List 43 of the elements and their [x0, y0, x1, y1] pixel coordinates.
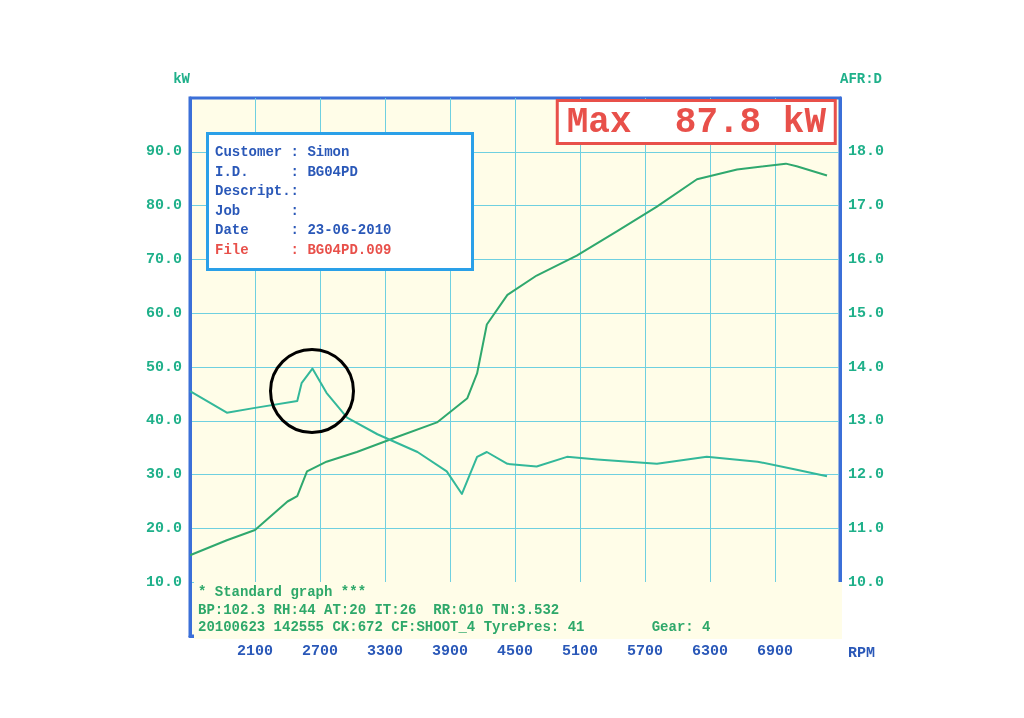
annotation: Descript.: [215, 182, 300, 201]
y-tick-label: 10.0 [145, 573, 182, 591]
annotation: I.D. : BG04PD [215, 162, 359, 182]
annotation: Date : 23-06-2010 [215, 221, 393, 240]
x-tick-label: 2100 [236, 643, 274, 660]
y-tick-label: 30.0 [145, 466, 182, 484]
x-tick-label: 3300 [366, 643, 404, 660]
y2-tick-label: 11.0 [848, 519, 885, 537]
y2-tick-label: 10.0 [848, 573, 885, 591]
y2-axis-title: AFR:D [840, 71, 883, 87]
y-axis-title: kW [173, 71, 191, 87]
y-tick-label: 60.0 [145, 304, 182, 322]
annotation: BP:102.3 RH:44 AT:20 IT:26 RR:010 TN:3.532 [198, 601, 561, 619]
x-tick-label: 5100 [561, 643, 599, 660]
annotation: Job : [215, 201, 300, 221]
y-tick-label: 20.0 [145, 519, 182, 537]
x-tick-label: 6300 [691, 643, 729, 660]
text-panel: * Standard graph *** BP:102.3 RH:44 AT:20 IT:26 RR:010 TN:3.532 20100623 142555 CK:672 CF:SHOOT_4 TyrePres: 41 Gear: 4 [194, 582, 842, 639]
y-tick-label: 80.0 [145, 197, 182, 215]
chart-title: Max 87.8 kW [566, 101, 827, 143]
annotation: File : BG04PD.009 [215, 240, 393, 260]
line-series [189, 367, 828, 495]
y2-tick-label: 14.0 [848, 358, 885, 376]
y2-tick-label: 15.0 [848, 304, 885, 322]
y-tick-label: 70.0 [145, 250, 182, 268]
x-tick-label: 4500 [496, 643, 534, 660]
y-tick-label: 90.0 [145, 143, 182, 161]
x-tick-label: 3900 [431, 643, 469, 660]
annotation: 20100623 142555 CK:672 CF:SHOOT_4 TyrePres: 41 Gear: 4 [198, 619, 712, 637]
y2-tick-label: 18.0 [848, 143, 885, 161]
x-tick-label: 2700 [301, 643, 339, 660]
line-series [189, 162, 828, 557]
y-tick-label: 50.0 [145, 358, 182, 376]
x-tick-label: 6900 [756, 643, 794, 660]
x-axis-title: RPM [848, 645, 876, 662]
x-tick-label: 5700 [626, 643, 664, 660]
annotation: * Standard graph *** [198, 584, 368, 602]
y2-tick-label: 16.0 [848, 250, 885, 268]
y-tick-label: 40.0 [145, 412, 182, 430]
annotation: Customer : Simon [215, 143, 351, 162]
y2-tick-label: 13.0 [848, 412, 885, 430]
y2-tick-label: 12.0 [848, 466, 885, 484]
y2-tick-label: 17.0 [848, 197, 885, 215]
